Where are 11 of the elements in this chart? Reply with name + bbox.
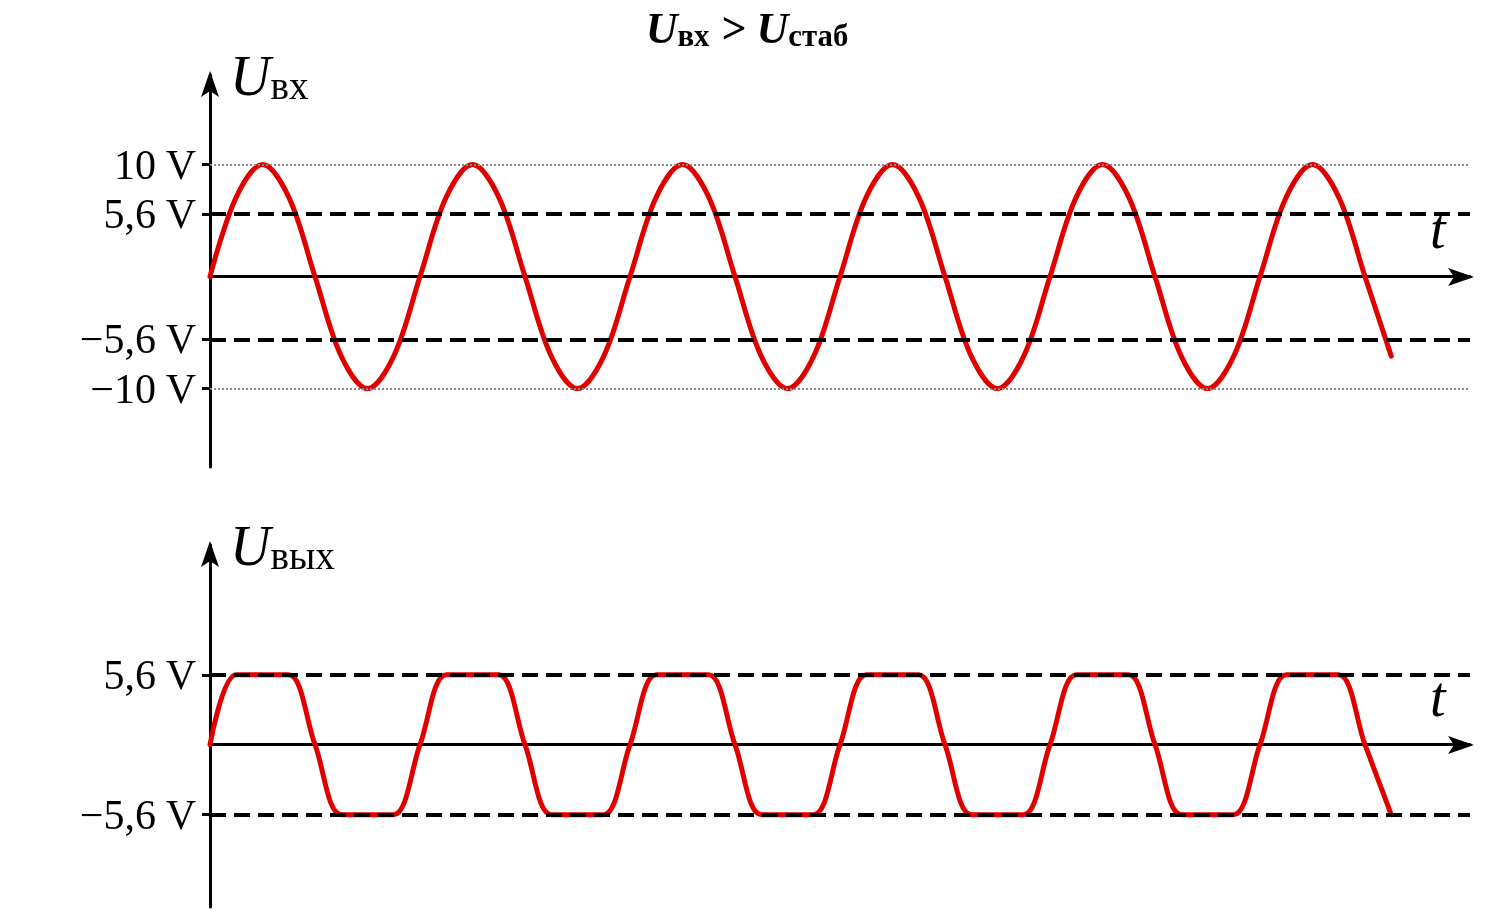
y-tick-label: 10 V: [113, 141, 196, 188]
y-tick-label: −5,6 V: [79, 791, 196, 838]
chart-title: Uвх > Uстаб: [645, 3, 849, 53]
y-tick-label: −5,6 V: [79, 316, 196, 363]
y-axis-title: Uвх: [230, 44, 309, 107]
y-tick-label: −10 V: [90, 365, 196, 412]
x-axis-title: t: [1430, 197, 1447, 260]
y-tick-label: 5,6 V: [103, 651, 196, 698]
y-tick-label: 5,6 V: [103, 190, 196, 237]
y-axis-title: Uвых: [230, 514, 336, 577]
x-axis-title: t: [1430, 665, 1447, 728]
